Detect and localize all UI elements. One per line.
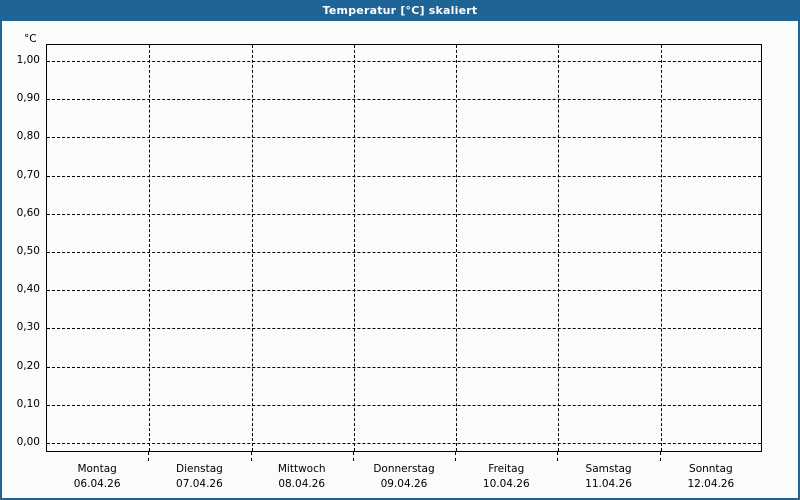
- gridline-horizontal: [47, 61, 761, 62]
- x-axis-tick-mark: [659, 452, 661, 461]
- y-axis-tick-label: 0,50: [16, 245, 40, 257]
- x-axis-date: 10.04.26: [482, 478, 530, 490]
- x-axis-tick-label: Donnerstag 09.04.26: [344, 462, 464, 492]
- x-axis-tick-mark: [557, 452, 559, 461]
- gridline-horizontal: [47, 213, 761, 215]
- gridline-horizontal: [47, 366, 761, 368]
- gridline-horizontal: [47, 404, 761, 406]
- gridline-horizontal: [47, 443, 761, 444]
- x-axis-tick-label: Sonntag 12.04.26: [651, 462, 771, 492]
- gridline-vertical: [251, 45, 253, 451]
- gridline-vertical: [660, 45, 662, 451]
- x-axis-day-name: Montag: [77, 463, 117, 475]
- gridline-horizontal: [47, 290, 761, 292]
- x-axis-tick-label: Samstag 11.04.26: [549, 462, 669, 492]
- window-title: Temperatur [°C] skaliert: [2, 0, 798, 21]
- y-axis-tick-label: 0,00: [16, 436, 40, 448]
- y-axis-tick-label: 1,00: [16, 54, 40, 66]
- y-axis-tick-label: 0,20: [16, 359, 40, 372]
- x-axis-date: 12.04.26: [687, 478, 735, 490]
- gridline-horizontal: [47, 137, 761, 139]
- y-axis-tick-label: 0,70: [16, 168, 40, 181]
- y-axis-tick-label: 0,60: [16, 206, 40, 219]
- x-axis-date: 08.04.26: [278, 478, 326, 490]
- plot-area: [46, 44, 762, 452]
- x-axis-day-name: Donnerstag: [373, 463, 435, 475]
- y-axis-unit-label: °C: [24, 33, 37, 45]
- x-axis-date: 11.04.26: [585, 478, 632, 490]
- x-axis-date: 09.04.26: [380, 478, 428, 490]
- x-axis-tick-mark: [455, 452, 457, 461]
- x-axis-day-name: Mittwoch: [277, 463, 326, 475]
- gridline-vertical: [456, 45, 458, 451]
- x-axis-tick-label: Freitag 10.04.26: [446, 462, 566, 492]
- y-axis-tick-label: 0,30: [16, 321, 40, 334]
- x-axis-tick-mark: [352, 452, 354, 461]
- gridline-vertical: [558, 45, 560, 451]
- gridline-horizontal: [47, 99, 761, 101]
- gridline-horizontal: [47, 328, 761, 330]
- x-axis-tick-label: Montag 06.04.26: [37, 462, 157, 492]
- x-axis-day-name: Sonntag: [689, 463, 733, 475]
- x-axis-date: 06.04.26: [73, 478, 121, 490]
- x-axis-date: 07.04.26: [176, 478, 223, 490]
- y-axis-tick-label: 0,10: [16, 397, 40, 410]
- y-axis-tick-label: 0,90: [16, 92, 40, 105]
- x-axis-tick-label: Dienstag 07.04.26: [139, 462, 259, 492]
- gridline-horizontal: [47, 252, 761, 253]
- y-axis-tick-label: 0,40: [16, 283, 40, 296]
- gridline-horizontal: [47, 175, 761, 177]
- x-axis-day-name: Dienstag: [176, 463, 223, 475]
- x-axis-tick-mark: [148, 452, 150, 461]
- x-axis-day-name: Samstag: [585, 463, 632, 475]
- x-axis-day-name: Freitag: [488, 463, 525, 475]
- gridline-vertical: [353, 45, 355, 451]
- y-axis-tick-label: 0,80: [16, 130, 40, 143]
- x-axis-tick-mark: [250, 452, 252, 461]
- gridline-vertical: [149, 45, 151, 451]
- x-axis-tick-label: Mittwoch 08.04.26: [242, 462, 362, 492]
